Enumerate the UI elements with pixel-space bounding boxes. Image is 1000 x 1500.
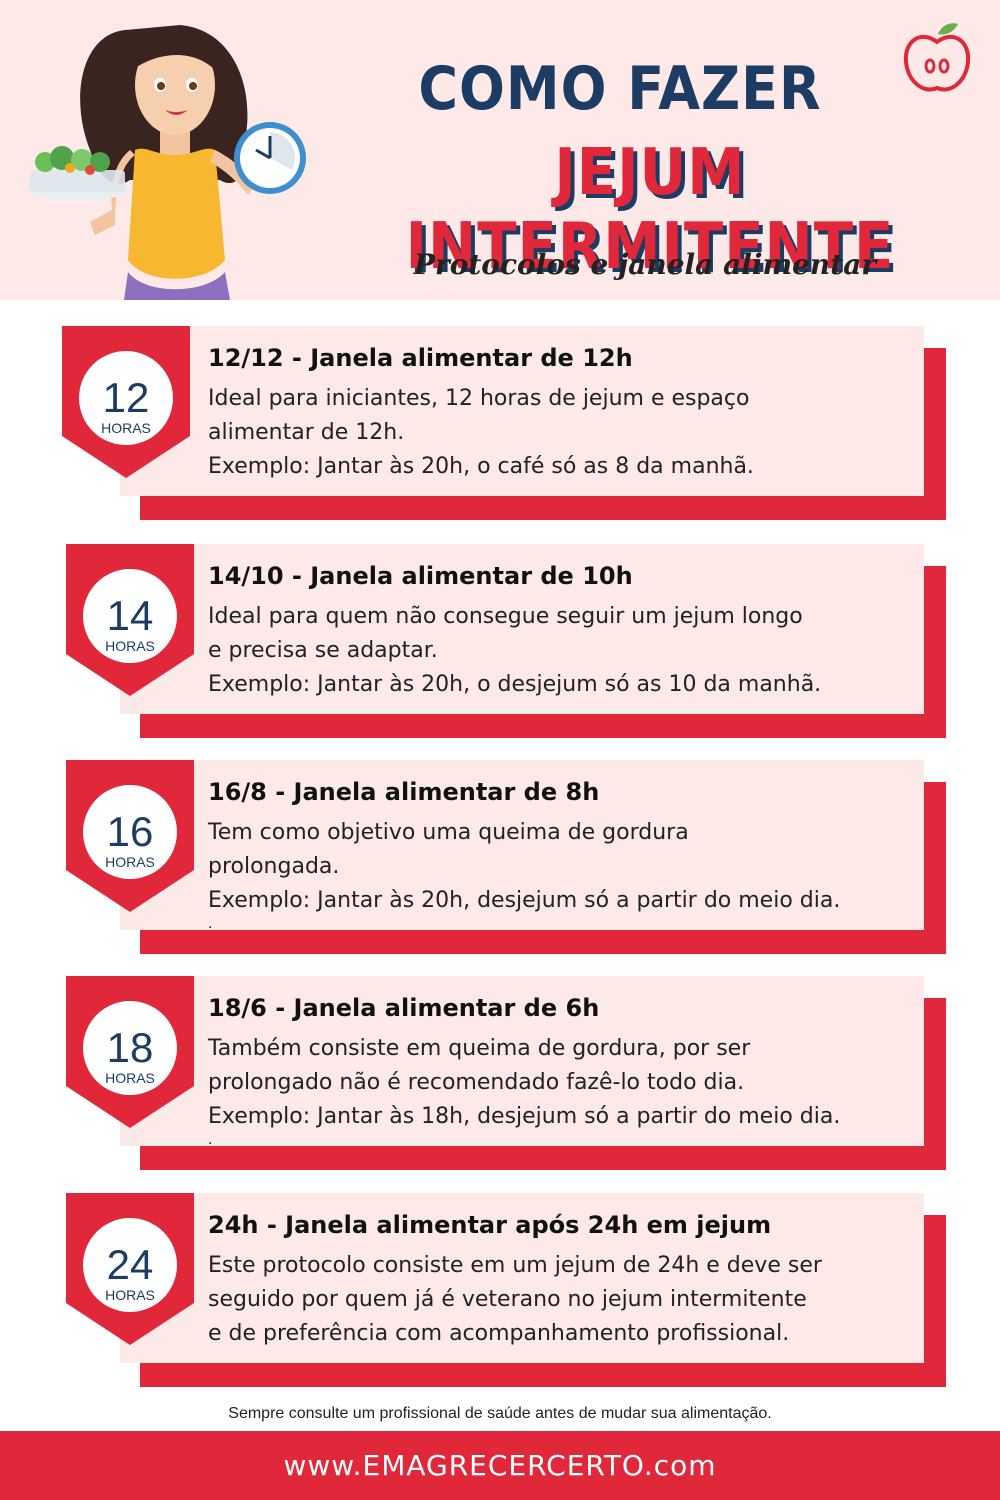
- card-text-line: Exemplo: Jantar às 20h, o café só as 8 d…: [208, 454, 754, 479]
- card-text-line: Exemplo: Jantar às 20h, desjejum só a pa…: [208, 888, 841, 913]
- badge-unit: HORAS: [105, 854, 155, 870]
- subtitle: Protocolos e janela alimentar: [413, 248, 877, 281]
- card-text-line: seguido por quem já é veterano no jejum …: [208, 1287, 807, 1312]
- card-title: 18/6 - Janela alimentar de 6h: [208, 994, 600, 1022]
- card-trailing-dot: .: [208, 916, 213, 932]
- card-body: Este protocolo consiste em um jejum de 2…: [208, 1249, 918, 1351]
- hours-badge: [66, 760, 194, 912]
- hours-badge: [66, 1193, 194, 1345]
- card-text-line: e precisa se adaptar.: [208, 638, 438, 663]
- card-title: 24h - Janela alimentar após 24h em jejum: [208, 1211, 772, 1239]
- title-line-2: JEJUM INTERMITENTE: [405, 136, 895, 284]
- card-panel: [120, 760, 924, 930]
- badge-unit: HORAS: [105, 638, 155, 654]
- card-text-line: Este protocolo consiste em um jejum de 2…: [208, 1253, 822, 1278]
- protocol-card-14: 14 HORAS 14/10 - Janela alimentar de 10h…: [0, 544, 1000, 744]
- apple-logo-icon: [903, 23, 971, 92]
- protocol-card-12: 12 HORAS 12/12 - Janela alimentar de 12h…: [0, 326, 1000, 526]
- card-text-line: alimentar de 12h.: [208, 420, 405, 445]
- card-title: 16/8 - Janela alimentar de 8h: [208, 778, 600, 806]
- badge-number: 12: [102, 374, 150, 421]
- woman-illustration: [26, 25, 306, 300]
- card-panel: [120, 544, 924, 714]
- card-title: 14/10 - Janela alimentar de 10h: [208, 562, 633, 590]
- card-text-line: prolongada.: [208, 854, 340, 879]
- badge-number: 24: [106, 1241, 154, 1288]
- badge-number: 14: [106, 592, 154, 639]
- card-body: Ideal para iniciantes, 12 horas de jejum…: [208, 382, 918, 484]
- website-link[interactable]: www.EMAGRECERCERTO.com: [283, 1449, 717, 1482]
- card-text-line: Ideal para iniciantes, 12 horas de jejum…: [208, 386, 750, 411]
- card-body: Também consiste em queima de gordura, po…: [208, 1032, 918, 1154]
- badge-unit: HORAS: [105, 1070, 155, 1086]
- card-title: 12/12 - Janela alimentar de 12h: [208, 344, 633, 372]
- hours-badge: [66, 976, 194, 1128]
- card-body: Ideal para quem não consegue seguir um j…: [208, 600, 918, 702]
- card-text-line: Exemplo: Jantar às 20h, o desjejum só as…: [208, 672, 822, 697]
- card-panel: [120, 1193, 924, 1363]
- hours-badge: [62, 326, 190, 478]
- card-trailing-dot: .: [208, 1132, 213, 1148]
- disclaimer-text: Sempre consulte um profissional de saúde…: [228, 1405, 772, 1422]
- card-text-line: e de preferência com acompanhamento prof…: [208, 1321, 790, 1346]
- protocol-card-16: 16 HORAS 16/8 - Janela alimentar de 8h T…: [0, 760, 1000, 960]
- title-line-1: COMO FAZER: [418, 54, 822, 124]
- card-panel: [120, 326, 924, 496]
- protocol-card-24: 24 HORAS 24h - Janela alimentar após 24h…: [0, 1193, 1000, 1393]
- card-text-line: Tem como objetivo uma queima de gordura: [208, 820, 689, 845]
- card-text-line: Ideal para quem não consegue seguir um j…: [208, 604, 803, 629]
- card-body: Tem como objetivo uma queima de gordura …: [208, 816, 918, 938]
- protocol-card-18: 18 HORAS 18/6 - Janela alimentar de 6h T…: [0, 976, 1000, 1176]
- card-text-line: Também consiste em queima de gordura, po…: [208, 1036, 751, 1061]
- header-banner: COMO FAZER JEJUM INTERMITENTE Protocolos…: [0, 0, 1000, 300]
- card-panel: [120, 976, 924, 1146]
- badge-number: 16: [106, 808, 154, 855]
- hours-badge: [66, 544, 194, 696]
- footer-bar: www.EMAGRECERCERTO.com: [0, 1431, 1000, 1500]
- card-text-line: prolongado não é recomendado fazê-lo tod…: [208, 1070, 745, 1095]
- badge-unit: HORAS: [101, 420, 151, 436]
- badge-number: 18: [106, 1024, 154, 1071]
- badge-unit: HORAS: [105, 1287, 155, 1303]
- card-text-line: Exemplo: Jantar às 18h, desjejum só a pa…: [208, 1104, 841, 1129]
